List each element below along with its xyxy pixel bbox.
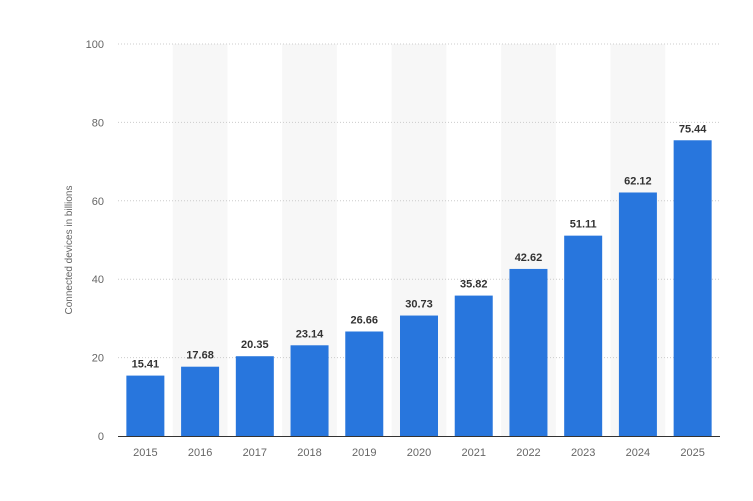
x-tick-label-2023: 2023 (571, 447, 595, 459)
bar-2025 (673, 140, 712, 436)
y-axis-tick-labels: 0 20 40 60 80 100 (86, 39, 104, 443)
value-label-2022: 42.62 (515, 252, 543, 264)
value-label-2025: 75.44 (679, 123, 707, 135)
y-tick-label-40: 40 (92, 274, 104, 286)
value-label-2021: 35.82 (460, 279, 488, 291)
value-label-2016: 17.68 (186, 350, 214, 362)
bar-2016 (181, 366, 220, 436)
value-label-2019: 26.66 (351, 314, 379, 326)
value-label-2023: 51.11 (570, 219, 597, 231)
bar-2024 (618, 192, 657, 436)
x-axis-tick-labels: 2015 2016 2017 2018 2019 2020 2021 2022 2023 2024… (133, 447, 705, 459)
y-tick-label-0: 0 (98, 431, 104, 443)
value-label-2017: 20.35 (241, 339, 269, 351)
x-tick-label-2017: 2017 (243, 447, 267, 459)
y-tick-label-20: 20 (92, 353, 104, 365)
bar-value-labels: 15.41 17.68 20.35 23.14 26.66 30.73 35.82 42.62… (132, 123, 708, 370)
bar-2017 (235, 356, 274, 436)
x-tick-label-2015: 2015 (133, 447, 157, 459)
bar-2023 (564, 235, 603, 436)
x-tick-label-2021: 2021 (461, 447, 485, 459)
y-axis-title: Connected devices in billions (64, 186, 75, 315)
bar-2019 (345, 331, 384, 436)
bar-2020 (400, 315, 438, 436)
x-tick-label-2022: 2022 (516, 447, 540, 459)
value-label-2015: 15.41 (132, 359, 160, 371)
x-tick-label-2016: 2016 (188, 447, 212, 459)
y-tick-label-80: 80 (92, 117, 104, 129)
x-tick-label-2019: 2019 (352, 447, 376, 459)
value-label-2024: 62.12 (624, 175, 652, 187)
y-tick-label-60: 60 (92, 196, 104, 208)
bar-2021 (454, 295, 493, 436)
x-tick-label-2018: 2018 (297, 447, 321, 459)
y-tick-label-100: 100 (86, 39, 104, 51)
x-tick-label-2024: 2024 (626, 447, 650, 459)
value-label-2020: 30.73 (405, 299, 433, 311)
bar-2015 (126, 375, 165, 436)
x-tick-label-2020: 2020 (407, 447, 431, 459)
bars (126, 140, 712, 436)
value-label-2018: 23.14 (296, 328, 324, 340)
x-tick-label-2025: 2025 (680, 447, 704, 459)
bar-2018 (290, 345, 329, 436)
bar-2022 (509, 268, 548, 436)
